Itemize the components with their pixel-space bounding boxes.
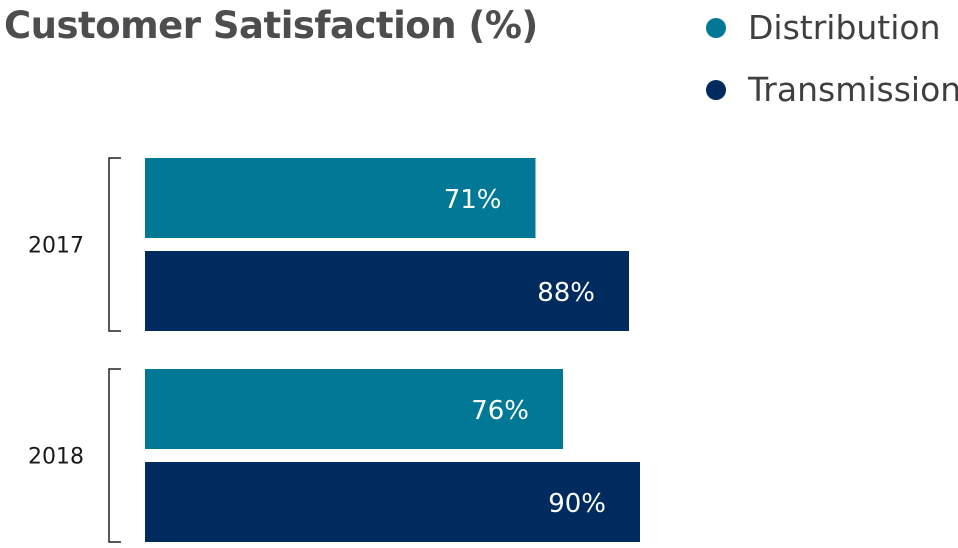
data-label-transmission-2017: 88% [537, 278, 595, 308]
bar-distribution-2017 [145, 158, 536, 238]
bracket-2017 [108, 157, 121, 332]
legend-swatch-distribution [706, 17, 726, 38]
bracket-2018 [108, 368, 121, 543]
bar-distribution-2018 [145, 369, 563, 449]
legend-swatch-transmission [706, 79, 726, 100]
data-label-distribution-2017: 71% [444, 185, 502, 215]
legend-item-distribution: Distribution [706, 8, 941, 47]
legend-label-distribution: Distribution [748, 8, 941, 47]
category-label-2017: 2017 [28, 234, 84, 259]
data-label-distribution-2018: 76% [471, 396, 529, 426]
bar-transmission-2018 [145, 462, 640, 542]
bar-transmission-2017 [145, 251, 629, 331]
category-label-2018: 2018 [28, 445, 84, 470]
legend-label-transmission: Transmission [748, 70, 958, 109]
data-label-transmission-2018: 90% [548, 489, 606, 519]
legend-item-transmission: Transmission [706, 70, 958, 109]
chart-title: Customer Satisfaction (%) [4, 4, 538, 47]
